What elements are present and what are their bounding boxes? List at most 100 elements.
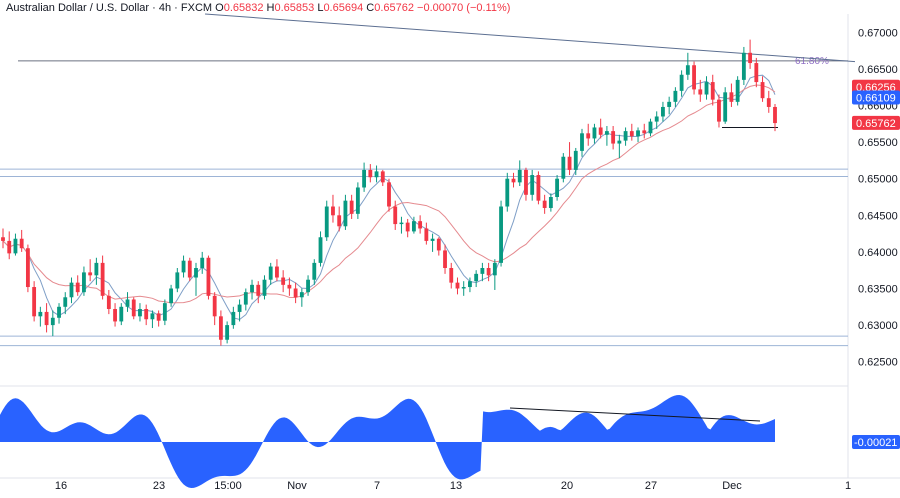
candle-body <box>119 306 124 322</box>
candle-body <box>44 311 49 326</box>
close-value: 0.65762 <box>374 2 414 14</box>
candle-body <box>212 295 217 317</box>
candle-body <box>175 272 180 289</box>
candle-body <box>69 282 74 298</box>
candle-body <box>766 98 771 107</box>
candle-body <box>505 178 510 207</box>
low-label: L <box>317 2 324 14</box>
candle-body <box>25 248 30 288</box>
candle-body <box>629 131 634 137</box>
candle-body <box>760 82 765 99</box>
fib-label: 61.80% <box>795 56 829 67</box>
candle-body <box>461 287 466 289</box>
candle-body <box>661 106 665 117</box>
candle-body <box>411 221 416 232</box>
candle-body <box>225 325 230 340</box>
candle-body <box>38 311 43 317</box>
price-tag <box>852 115 900 130</box>
price-tag <box>852 90 900 105</box>
candle-body <box>187 260 192 278</box>
candle-body <box>642 130 647 134</box>
candle-body <box>741 52 746 80</box>
x-tick-label: 20 <box>561 480 573 492</box>
candle-body <box>262 279 267 296</box>
y-tick-label: 0.64500 <box>858 210 898 222</box>
candle-body <box>306 279 310 293</box>
x-tick-label: 1 <box>845 480 851 492</box>
candle-body <box>598 127 603 135</box>
candle-body <box>430 238 435 241</box>
oscillator-value-tag <box>852 435 900 449</box>
open-label: O <box>215 2 224 14</box>
candle-body <box>592 127 597 139</box>
y-tick-label: 0.65000 <box>858 174 898 186</box>
candle-body <box>32 287 37 317</box>
candle-body <box>113 308 117 322</box>
y-tick-label: 0.66500 <box>858 64 898 76</box>
candle-body <box>735 79 740 102</box>
candle-body <box>268 266 273 280</box>
oscillator-area <box>0 395 775 488</box>
candle-body <box>312 262 317 280</box>
candle-body <box>393 206 398 225</box>
candle-body <box>150 313 155 320</box>
candle-body <box>748 52 753 64</box>
candle-body <box>418 221 423 229</box>
candle-body <box>106 295 111 309</box>
candle-body <box>399 222 404 225</box>
y-tick-label: 0.65500 <box>858 137 898 149</box>
candle-body <box>449 268 454 283</box>
oscillator-divergence-line <box>509 407 761 422</box>
y-tick-label: 0.63500 <box>858 284 898 296</box>
x-tick-label: Nov <box>287 480 307 492</box>
candle-body <box>542 200 547 208</box>
candle-body <box>443 250 447 269</box>
candle-body <box>237 304 242 312</box>
y-tick-label: 0.67000 <box>858 27 898 39</box>
candle-body <box>331 206 335 216</box>
candle-body <box>511 178 516 183</box>
candle-body <box>94 262 99 276</box>
chart-header: Australian Dollar / U.S. Dollar · 4h · F… <box>6 2 511 14</box>
candle-body <box>623 131 628 141</box>
candle-body <box>50 317 55 326</box>
candle-body <box>424 228 429 241</box>
price-tag-label: 0.66109 <box>856 93 896 105</box>
candle-body <box>604 131 609 135</box>
candle-body <box>617 140 622 144</box>
candle-body <box>486 268 491 276</box>
candle-body <box>100 262 105 296</box>
candle-body <box>685 65 690 75</box>
candle-body <box>162 303 167 321</box>
candle-body <box>82 272 86 293</box>
candle-body <box>773 106 777 124</box>
candle-body <box>200 257 205 269</box>
x-tick-label: Dec <box>722 480 742 492</box>
candle-body <box>57 306 61 318</box>
candle-body <box>75 282 80 293</box>
candle-body <box>343 200 348 227</box>
candle-body <box>723 92 728 122</box>
candle-body <box>275 266 279 278</box>
candle-body <box>287 284 292 289</box>
symbol-name: Australian Dollar / U.S. Dollar <box>6 2 150 14</box>
open-value: 0.65832 <box>223 2 264 14</box>
x-tick-label: 13 <box>450 480 462 492</box>
candle-body <box>673 90 678 102</box>
candle-body <box>692 65 696 90</box>
candle-body <box>405 222 410 232</box>
candle-body <box>349 200 354 214</box>
candle-body <box>281 277 286 285</box>
candle-body <box>318 237 323 263</box>
candle-body <box>7 240 12 254</box>
low-value: 0.65694 <box>323 2 364 14</box>
candle-body <box>524 169 528 195</box>
y-tick-label: 0.64000 <box>858 247 898 259</box>
candle-body <box>530 175 535 195</box>
x-tick-label: 15:00 <box>214 480 242 492</box>
high-value: 0.65853 <box>274 2 315 14</box>
candle-body <box>374 171 379 178</box>
candle-body <box>131 299 136 317</box>
